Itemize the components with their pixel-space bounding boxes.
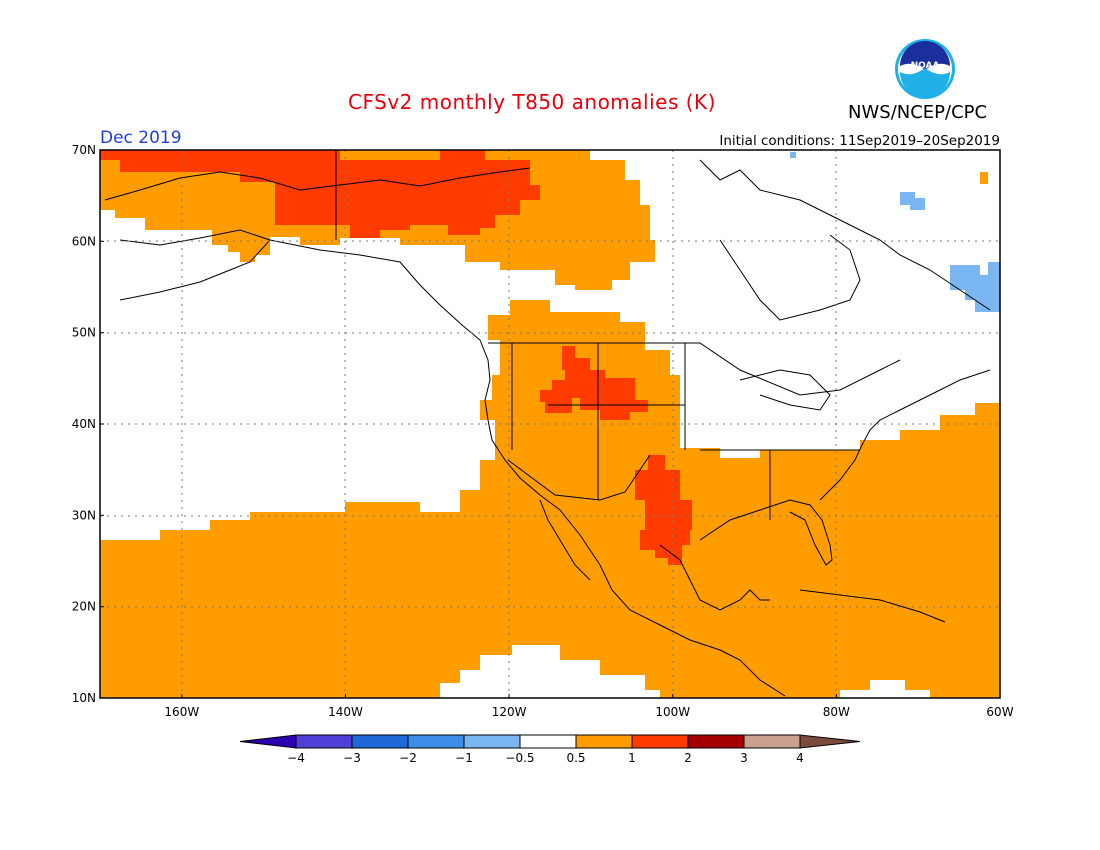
longitude-label: 60W [986,705,1013,719]
colorbar-label: −2 [399,751,417,765]
latitude-label: 40N [72,417,96,431]
initial-conditions-label: Initial conditions: 11Sep2019–20Sep2019 [719,133,1000,149]
longitude-label: 100W [655,705,690,719]
colorbar-label: −3 [343,751,361,765]
longitude-label: 140W [328,705,363,719]
colorbar-label: −1 [455,751,473,765]
latitude-labels: 70N 60N 50N 40N 30N 20N 10N [72,143,104,705]
logo-text: NOAA [911,61,940,71]
political-borders [335,150,901,520]
anomaly-minus-1-to-minus-0-5-region [790,152,1000,312]
colorbar-label: 3 [740,751,748,765]
longitude-label: 80W [823,705,850,719]
latitude-label: 60N [72,234,96,248]
noaa-logo-icon: NOAA [895,39,955,99]
graticule [100,150,1000,698]
colorbar-swatch [631,734,689,749]
longitude-label: 120W [492,705,527,719]
colorbar-label: −4 [287,751,305,765]
colorbar-swatch [743,734,801,749]
latitude-label: 70N [72,143,96,157]
colorbar-label: 4 [796,751,804,765]
latitude-label: 30N [72,508,96,522]
colorbar-label: 0.5 [566,751,585,765]
colorbar-right-arrow [799,734,861,749]
colorbar-label: 2 [684,751,692,765]
colorbar-swatch [519,734,577,749]
colorbar-swatch [687,734,745,749]
colorbar-swatch [351,734,409,749]
longitude-label: 160W [164,705,199,719]
colorbar-left-arrow [239,734,297,749]
colorbar-swatch [295,734,353,749]
anomaly-field [100,150,1000,698]
colorbar-label: 1 [628,751,636,765]
latitude-label: 50N [72,326,96,340]
colorbar-label: −0.5 [505,751,534,765]
colorbar-swatch [575,734,633,749]
anomaly-1-to-2-region [100,150,692,565]
colorbar-swatch [463,734,521,749]
valid-month-label: Dec 2019 [100,128,182,148]
organization-label: NWS/NCEP/CPC [848,102,988,123]
longitude-labels: 160W 140W 120W 100W 80W 60W [164,694,1014,719]
latitude-label: 20N [72,600,96,614]
latitude-label: 10N [72,691,96,705]
colorbar-swatch [407,734,465,749]
colorbar-legend: −4 −3 −2 −1 −0.5 0.5 1 2 3 4 [239,734,861,765]
coastlines [104,159,991,697]
map-title: CFSv2 monthly T850 anomalies (K) [348,90,716,114]
